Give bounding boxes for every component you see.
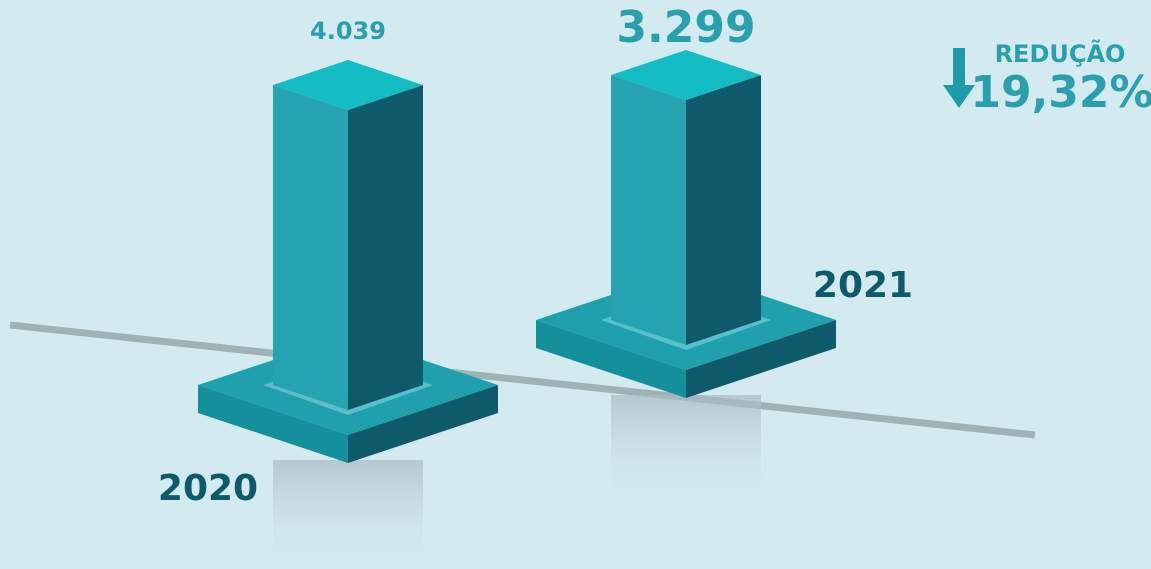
- bar-left-face: [611, 74, 686, 345]
- value-label: 4.039: [310, 17, 386, 45]
- bar-right-face: [348, 85, 423, 410]
- annotation-title: REDUÇÃO: [995, 39, 1126, 68]
- reflection: [611, 395, 761, 515]
- category-label: 2021: [813, 265, 913, 306]
- platform-left: [198, 385, 348, 463]
- platform-left: [536, 320, 686, 398]
- bar: [273, 60, 423, 410]
- bars: 4.039 2020 3.299 2021: [158, 2, 913, 569]
- annotation-value: 19,32%: [970, 67, 1151, 118]
- bar-right-face: [686, 74, 761, 345]
- bar-left-face: [273, 85, 348, 410]
- bar-top-face: [611, 49, 761, 100]
- bar: [611, 49, 761, 345]
- bar-top-face: [273, 60, 423, 110]
- value-label: 3.299: [616, 2, 755, 53]
- platform-right: [686, 320, 836, 398]
- category-label: 2020: [158, 468, 258, 509]
- reflection: [273, 460, 423, 569]
- platform-right: [348, 385, 498, 463]
- ground-line: [9, 321, 1036, 439]
- down-arrow: [943, 48, 975, 108]
